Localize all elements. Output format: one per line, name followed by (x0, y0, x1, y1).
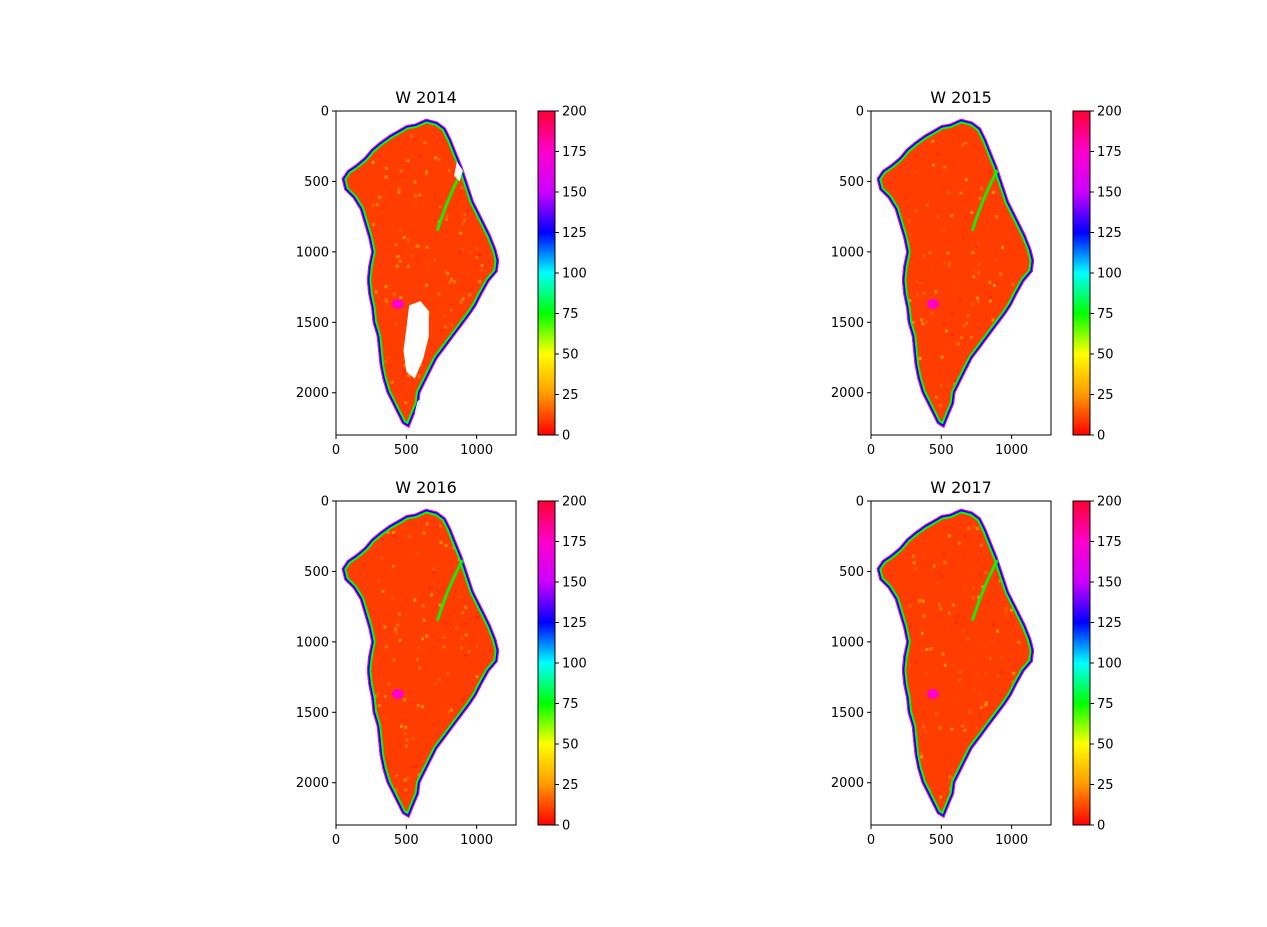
y-tick-label: 2000 (831, 776, 864, 791)
y-tick-label: 1000 (831, 245, 864, 260)
colorbar-tick-label: 25 (1097, 388, 1114, 403)
colorbar-tick-label: 125 (1097, 226, 1122, 241)
colorbar (537, 110, 556, 436)
colorbar-tick-label: 175 (1097, 145, 1122, 160)
subplot-3: W 2016 0 500 1000 0 500 1000 1500 2000 0 25 50 75 100… (296, 478, 587, 848)
subplot-title: W 2017 (930, 478, 992, 497)
y-tick-label: 1500 (296, 706, 329, 721)
colorbar-tick-label: 25 (1097, 778, 1114, 793)
y-tick-label: 2000 (296, 386, 329, 401)
subplot-title: W 2015 (930, 88, 992, 107)
y-tick-label: 0 (856, 105, 864, 120)
y-tick-label: 1000 (296, 635, 329, 650)
colorbar-tick-label: 200 (1097, 105, 1122, 120)
colorbar-tick-label: 200 (562, 105, 587, 120)
x-tick-label: 0 (867, 833, 875, 848)
y-tick-label: 1000 (831, 635, 864, 650)
x-tick-label: 0 (332, 833, 340, 848)
colorbar (1072, 110, 1091, 436)
subplot-4: W 2017 0 500 1000 0 500 1000 1500 2000 0 25 50 75 100… (831, 478, 1122, 848)
colorbar (1072, 500, 1091, 826)
colorbar-tick-label: 0 (1097, 819, 1105, 834)
axes-frame (870, 110, 1052, 436)
y-tick-label: 0 (321, 495, 329, 510)
colorbar-tick-label: 75 (1097, 697, 1114, 712)
y-tick-label: 1500 (831, 316, 864, 331)
colorbar-tick-label: 175 (562, 145, 587, 160)
colorbar-tick-label: 125 (1097, 616, 1122, 631)
colorbar-tick-label: 150 (1097, 576, 1122, 591)
y-tick-label: 2000 (831, 386, 864, 401)
x-tick-label: 0 (332, 443, 340, 458)
colorbar-tick-label: 150 (1097, 186, 1122, 201)
heatmap-image (341, 118, 500, 428)
colorbar-tick-label: 100 (562, 267, 587, 282)
y-tick-label: 500 (304, 565, 329, 580)
colorbar-tick-label: 50 (562, 738, 579, 753)
subplot-title: W 2016 (395, 478, 457, 497)
subplot-2: W 2015 0 500 1000 0 500 1000 1500 2000 0 25 50 75 100… (831, 88, 1122, 458)
x-tick-label: 500 (929, 833, 954, 848)
x-tick-label: 500 (394, 443, 419, 458)
colorbar (537, 500, 556, 826)
y-tick-label: 0 (856, 495, 864, 510)
colorbar-tick-label: 50 (562, 348, 579, 363)
heatmap-image (341, 508, 500, 818)
colorbar-tick-label: 100 (1097, 267, 1122, 282)
colorbar-tick-label: 50 (1097, 348, 1114, 363)
x-tick-label: 500 (929, 443, 954, 458)
x-tick-label: 1000 (460, 833, 493, 848)
colorbar-tick-label: 0 (562, 819, 570, 834)
heatmap-image (876, 508, 1035, 818)
x-tick-label: 0 (867, 443, 875, 458)
y-tick-label: 500 (839, 175, 864, 190)
colorbar-tick-label: 50 (1097, 738, 1114, 753)
y-tick-label: 0 (321, 105, 329, 120)
colorbar-tick-label: 75 (562, 307, 579, 322)
colorbar-tick-label: 150 (562, 576, 587, 591)
colorbar-tick-label: 75 (1097, 307, 1114, 322)
colorbar-tick-label: 100 (562, 657, 587, 672)
y-tick-label: 500 (304, 175, 329, 190)
colorbar-tick-label: 200 (562, 495, 587, 510)
subplot-title: W 2014 (395, 88, 457, 107)
y-tick-label: 500 (839, 565, 864, 580)
colorbar-tick-label: 100 (1097, 657, 1122, 672)
colorbar-tick-label: 125 (562, 226, 587, 241)
y-tick-label: 1500 (296, 316, 329, 331)
x-tick-label: 1000 (995, 443, 1028, 458)
axes-frame (870, 500, 1052, 826)
colorbar-tick-label: 200 (1097, 495, 1122, 510)
colorbar-tick-label: 75 (562, 697, 579, 712)
x-tick-label: 500 (394, 833, 419, 848)
y-tick-label: 2000 (296, 776, 329, 791)
y-tick-label: 1000 (296, 245, 329, 260)
axes-frame (335, 500, 517, 826)
axes-frame (335, 110, 517, 436)
heatmap-image (876, 118, 1035, 428)
subplot-1: W 2014 0 500 1000 0 500 1000 1500 2000 0 25 50 75 100… (296, 88, 587, 458)
colorbar-tick-label: 150 (562, 186, 587, 201)
x-tick-label: 1000 (995, 833, 1028, 848)
colorbar-tick-label: 0 (562, 429, 570, 444)
y-tick-label: 1500 (831, 706, 864, 721)
colorbar-tick-label: 175 (562, 535, 587, 550)
colorbar-tick-label: 0 (1097, 429, 1105, 444)
x-tick-label: 1000 (460, 443, 493, 458)
colorbar-tick-label: 25 (562, 778, 579, 793)
colorbar-tick-label: 25 (562, 388, 579, 403)
colorbar-tick-label: 125 (562, 616, 587, 631)
colorbar-tick-label: 175 (1097, 535, 1122, 550)
